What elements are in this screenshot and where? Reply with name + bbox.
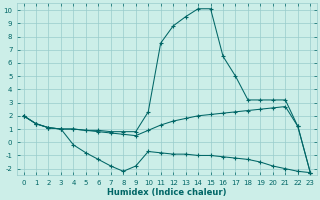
X-axis label: Humidex (Indice chaleur): Humidex (Indice chaleur) [107, 188, 227, 197]
